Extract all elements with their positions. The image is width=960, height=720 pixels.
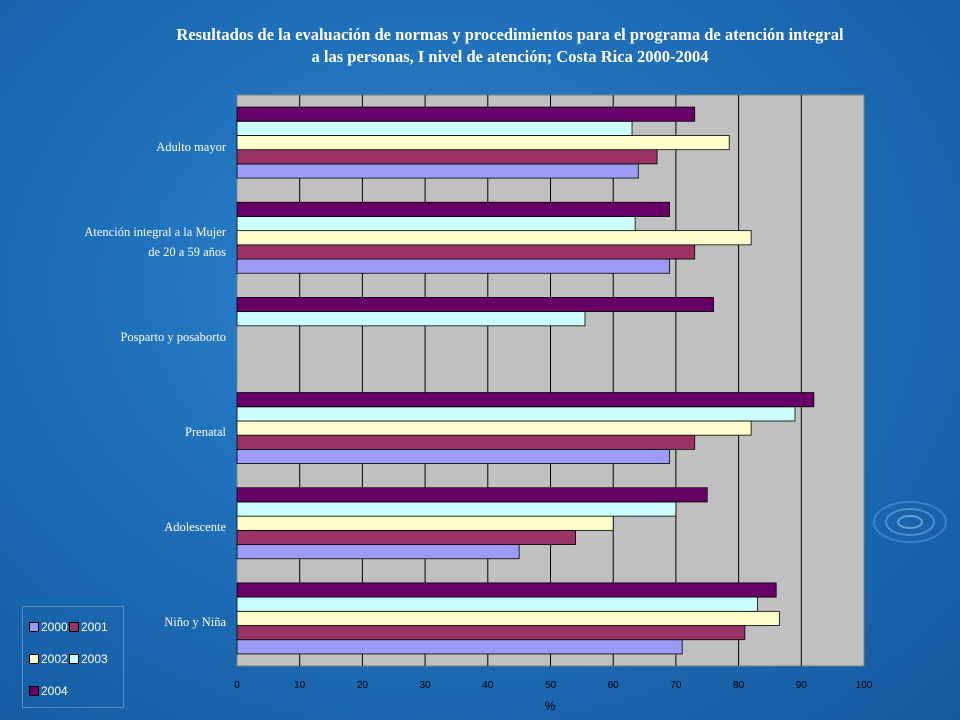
gridlines <box>299 95 802 666</box>
category-label-1-line-0: Atención integral a la Mujer <box>84 224 226 239</box>
bar-2004-cat-1 <box>236 201 671 217</box>
bar-2000-cat-1 <box>236 258 671 274</box>
x-tick-label-40: 40 <box>482 680 494 691</box>
bar-2003-cat-5 <box>236 596 758 612</box>
category-label-3: Prenatal <box>6 422 226 442</box>
x-axis-label: % <box>545 699 556 713</box>
x-tick-label-0: 0 <box>234 680 240 691</box>
x-tick-label-100: 100 <box>856 680 873 691</box>
bar-2002-cat-4 <box>236 515 614 531</box>
legend-label-2002: 2002 <box>41 652 68 666</box>
legend-label-2001: 2001 <box>81 620 108 634</box>
bar-2004-cat-4 <box>236 487 708 503</box>
bar-2003-cat-1 <box>236 216 636 232</box>
bar-2001-cat-3 <box>236 434 696 450</box>
x-tick-label-80: 80 <box>733 680 745 691</box>
legend-swatch-2001 <box>69 622 79 632</box>
legend-label-2003: 2003 <box>81 652 108 666</box>
category-label-4: Adolescente <box>6 517 226 537</box>
x-tick-label-10: 10 <box>294 680 306 691</box>
legend-swatch-2003 <box>69 654 79 664</box>
category-label-5-line-0: Niño y Niña <box>164 615 226 630</box>
bar-2000-cat-3 <box>236 448 671 464</box>
legend-item-2002: 2002 <box>29 652 68 666</box>
legend-swatch-2004 <box>29 686 39 696</box>
bar-2003-cat-3 <box>236 406 796 422</box>
legend-label-2004: 2004 <box>41 684 68 698</box>
category-label-0: Adulto mayor <box>6 137 226 157</box>
legend-item-2001: 2001 <box>69 620 108 634</box>
legend-item-2000: 2000 <box>29 620 68 634</box>
x-tick-label-20: 20 <box>357 680 369 691</box>
category-label-4-line-0: Adolescente <box>164 520 226 535</box>
bar-2001-cat-5 <box>236 625 746 641</box>
bar-2002-cat-3 <box>236 420 752 436</box>
bar-2001-cat-4 <box>236 529 576 545</box>
bar-2004-cat-0 <box>236 106 696 122</box>
bar-2001-cat-0 <box>236 149 658 165</box>
chart-title-line-1: Resultados de la evaluación de normas y … <box>176 25 844 44</box>
legend-item-2003: 2003 <box>69 652 108 666</box>
x-tick-label-50: 50 <box>545 680 557 691</box>
bar-2000-cat-4 <box>236 544 520 560</box>
bar-2002-cat-5 <box>236 610 780 626</box>
bar-2004-cat-2 <box>236 297 714 313</box>
bar-2003-cat-0 <box>236 120 633 136</box>
category-label-5: Niño y Niña <box>6 612 226 632</box>
category-label-1-line-1: de 20 a 59 años <box>148 244 226 259</box>
water-ripple-decoration <box>873 501 947 543</box>
chart-title: Resultados de la evaluación de normas y … <box>80 24 940 68</box>
x-tick-label-90: 90 <box>796 680 808 691</box>
x-tick-label-70: 70 <box>670 680 682 691</box>
bar-2002-cat-1 <box>236 230 752 246</box>
x-axis-ticks: 0 10 20 30 40 50 60 70 80 90 100 <box>234 680 873 691</box>
bar-2004-cat-5 <box>236 582 777 598</box>
category-label-2: Posparto y posaborto <box>6 327 226 347</box>
legend-label-2000: 2000 <box>41 620 68 634</box>
legend: 2000 2001 2002 2003 2004 <box>22 606 124 708</box>
category-label-3-line-0: Prenatal <box>185 425 226 440</box>
category-label-0-line-0: Adulto mayor <box>156 139 226 154</box>
x-tick-label-30: 30 <box>420 680 432 691</box>
bar-2003-cat-2 <box>236 311 586 327</box>
legend-swatch-2000 <box>29 622 39 632</box>
bar-2000-cat-5 <box>236 639 683 655</box>
bar-2003-cat-4 <box>236 501 677 517</box>
legend-swatch-2002 <box>29 654 39 664</box>
bar-2001-cat-1 <box>236 244 696 260</box>
category-label-2-line-0: Posparto y posaborto <box>120 329 226 344</box>
bar-2000-cat-0 <box>236 163 639 179</box>
chart-title-line-2: a las personas, I nivel de atención; Cos… <box>311 47 709 66</box>
bar-2004-cat-3 <box>236 392 815 408</box>
bar-series <box>236 106 815 655</box>
bar-2002-cat-0 <box>236 135 730 151</box>
x-tick-label-60: 60 <box>608 680 620 691</box>
category-label-1: Atención integral a la Mujer de 20 a 59 a… <box>6 222 226 262</box>
legend-item-2004: 2004 <box>29 684 68 698</box>
